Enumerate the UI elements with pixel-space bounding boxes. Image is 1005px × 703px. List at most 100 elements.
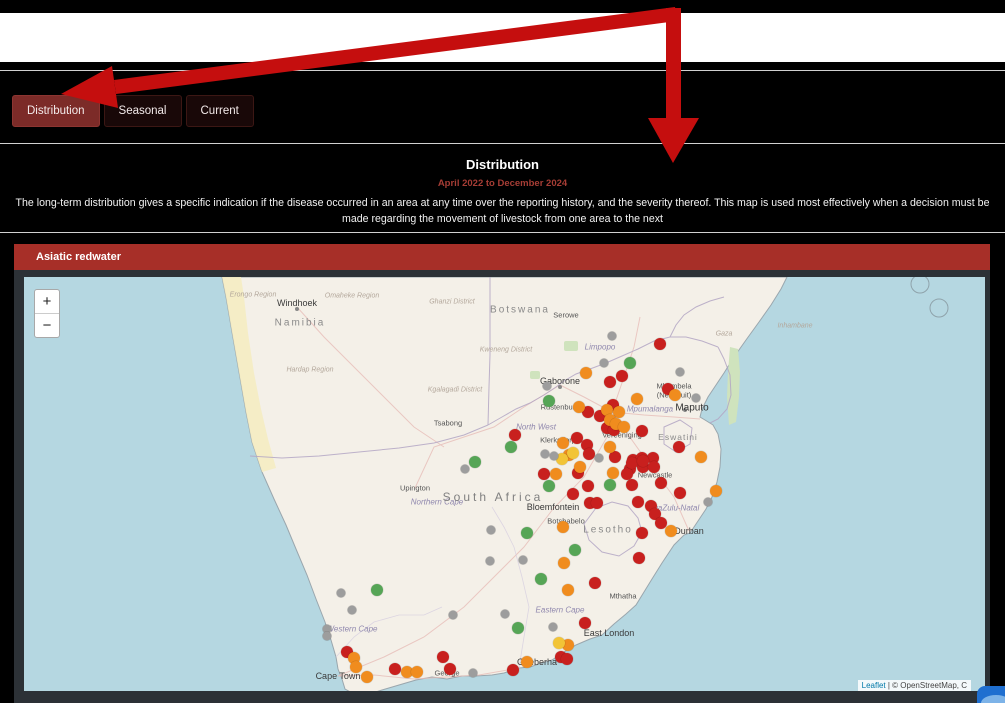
map-marker-red[interactable] <box>507 664 519 676</box>
map-marker-red[interactable] <box>567 488 579 500</box>
map-marker-red[interactable] <box>632 496 644 508</box>
map-marker-red[interactable] <box>654 338 666 350</box>
map-marker-red[interactable] <box>655 477 667 489</box>
map-marker-red[interactable] <box>582 406 594 418</box>
map-marker-orange[interactable] <box>521 656 533 668</box>
map-marker-green[interactable] <box>371 584 383 596</box>
map-marker-red[interactable] <box>621 468 633 480</box>
tab-seasonal[interactable]: Seasonal <box>103 95 182 127</box>
map-marker-gray[interactable] <box>500 609 510 619</box>
zoom-in-button[interactable]: + <box>35 290 59 314</box>
map-marker-gray[interactable] <box>468 668 478 678</box>
map-marker-gray[interactable] <box>607 331 617 341</box>
map-marker-orange[interactable] <box>411 666 423 678</box>
map-marker-orange[interactable] <box>604 441 616 453</box>
leaflet-map[interactable]: Erongo Region Omaheke Region Windhoek Namib… <box>24 277 985 691</box>
map-marker-green[interactable] <box>535 573 547 585</box>
map-marker-red[interactable] <box>582 480 594 492</box>
map-marker-green[interactable] <box>624 357 636 369</box>
map-marker-gray[interactable] <box>549 451 559 461</box>
map-marker-orange[interactable] <box>695 451 707 463</box>
map-marker-orange[interactable] <box>710 485 722 497</box>
map-marker-red[interactable] <box>561 653 573 665</box>
map-marker-red[interactable] <box>509 429 521 441</box>
map-marker-green[interactable] <box>543 395 555 407</box>
map-marker-red[interactable] <box>579 617 591 629</box>
map-marker-orange[interactable] <box>557 521 569 533</box>
map-marker-red[interactable] <box>673 441 685 453</box>
map-marker-orange[interactable] <box>601 404 613 416</box>
map-marker-red[interactable] <box>583 448 595 460</box>
map-marker-orange[interactable] <box>550 468 562 480</box>
map-marker-red[interactable] <box>609 451 621 463</box>
map-marker-orange[interactable] <box>350 661 362 673</box>
map-marker-green[interactable] <box>469 456 481 468</box>
map-marker-gray[interactable] <box>675 367 685 377</box>
map-marker-gray[interactable] <box>486 525 496 535</box>
map-marker-green[interactable] <box>512 622 524 634</box>
map-marker-red[interactable] <box>616 370 628 382</box>
map-marker-red[interactable] <box>655 517 667 529</box>
map-marker-orange[interactable] <box>562 584 574 596</box>
map-marker-outline[interactable] <box>910 277 930 294</box>
map-marker-red[interactable] <box>637 455 649 467</box>
map-marker-red[interactable] <box>636 527 648 539</box>
map-marker-orange[interactable] <box>557 437 569 449</box>
map-marker-green[interactable] <box>543 480 555 492</box>
map-marker-red[interactable] <box>626 457 638 469</box>
map-marker-red[interactable] <box>389 663 401 675</box>
map-marker-gray[interactable] <box>691 393 701 403</box>
map-marker-green[interactable] <box>569 544 581 556</box>
map-marker-red[interactable] <box>591 497 603 509</box>
map-marker-red[interactable] <box>674 487 686 499</box>
map-marker-yellow[interactable] <box>553 637 565 649</box>
tab-current[interactable]: Current <box>185 95 254 127</box>
map-marker-orange[interactable] <box>580 367 592 379</box>
map-marker-orange[interactable] <box>631 393 643 405</box>
map-marker-red[interactable] <box>626 479 638 491</box>
map-marker-red[interactable] <box>636 425 648 437</box>
map-marker-orange[interactable] <box>562 639 574 651</box>
map-marker-yellow[interactable] <box>567 447 579 459</box>
map-marker-orange[interactable] <box>618 421 630 433</box>
map-marker-red[interactable] <box>589 577 601 589</box>
map-marker-gray[interactable] <box>540 449 550 459</box>
map-marker-red[interactable] <box>648 461 660 473</box>
map-marker-orange[interactable] <box>401 666 413 678</box>
map-marker-gray[interactable] <box>548 622 558 632</box>
map-marker-red[interactable] <box>444 663 456 675</box>
map-marker-orange[interactable] <box>361 671 373 683</box>
leaflet-link[interactable]: Leaflet <box>861 681 886 690</box>
map-marker-red[interactable] <box>571 432 583 444</box>
map-marker-orange[interactable] <box>574 461 586 473</box>
map-marker-red[interactable] <box>633 552 645 564</box>
chat-widget-icon[interactable] <box>977 686 1005 703</box>
map-marker-red[interactable] <box>538 468 550 480</box>
map-marker-orange[interactable] <box>669 389 681 401</box>
tab-distribution[interactable]: Distribution <box>12 95 100 127</box>
map-marker-gray[interactable] <box>518 555 528 565</box>
map-marker-gray[interactable] <box>347 605 357 615</box>
map-marker-outline[interactable] <box>929 298 949 318</box>
map-marker-red[interactable] <box>437 651 449 663</box>
map-marker-gray[interactable] <box>322 624 332 634</box>
map-marker-orange[interactable] <box>558 557 570 569</box>
map-marker-green[interactable] <box>505 441 517 453</box>
map-marker-orange[interactable] <box>607 467 619 479</box>
map-marker-gray[interactable] <box>594 453 604 463</box>
map-marker-green[interactable] <box>521 527 533 539</box>
map-marker-gray[interactable] <box>703 497 713 507</box>
map-marker-orange[interactable] <box>613 406 625 418</box>
map-marker-gray[interactable] <box>599 358 609 368</box>
zoom-out-button[interactable]: − <box>42 317 52 334</box>
map-marker-orange[interactable] <box>665 525 677 537</box>
map-marker-green[interactable] <box>604 479 616 491</box>
map-marker-gray[interactable] <box>322 631 332 641</box>
map-marker-orange[interactable] <box>573 401 585 413</box>
map-marker-gray[interactable] <box>485 556 495 566</box>
map-marker-gray[interactable] <box>542 381 552 391</box>
map-marker-yellow[interactable] <box>556 453 568 465</box>
map-marker-gray[interactable] <box>448 610 458 620</box>
map-marker-gray[interactable] <box>460 464 470 474</box>
map-marker-gray[interactable] <box>336 588 346 598</box>
